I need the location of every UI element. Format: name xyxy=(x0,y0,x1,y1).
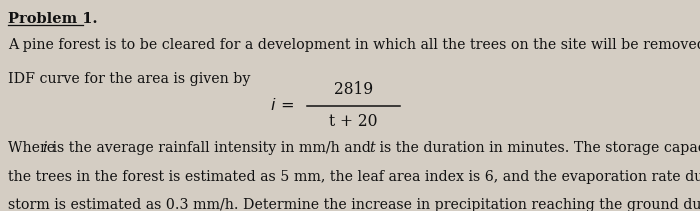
Text: IDF curve for the area is given by: IDF curve for the area is given by xyxy=(8,72,251,86)
Text: t: t xyxy=(370,141,375,155)
Text: t + 20: t + 20 xyxy=(329,113,378,130)
Text: is the average rainfall intensity in mm/h and: is the average rainfall intensity in mm/… xyxy=(48,141,376,155)
Text: A pine forest is to be cleared for a development in which all the trees on the s: A pine forest is to be cleared for a dev… xyxy=(8,38,700,52)
Text: the trees in the forest is estimated as 5 mm, the leaf area index is 6, and the : the trees in the forest is estimated as … xyxy=(8,170,700,184)
Text: is the duration in minutes. The storage capacity of: is the duration in minutes. The storage … xyxy=(375,141,700,155)
Text: Problem 1.: Problem 1. xyxy=(8,12,98,26)
Text: storm is estimated as 0.3 mm/h. Determine the increase in precipitation reaching: storm is estimated as 0.3 mm/h. Determin… xyxy=(8,198,700,211)
Text: 2819: 2819 xyxy=(334,81,373,98)
Text: $i\,=$: $i\,=$ xyxy=(270,97,294,114)
Text: i: i xyxy=(43,141,47,155)
Text: Where: Where xyxy=(8,141,60,155)
